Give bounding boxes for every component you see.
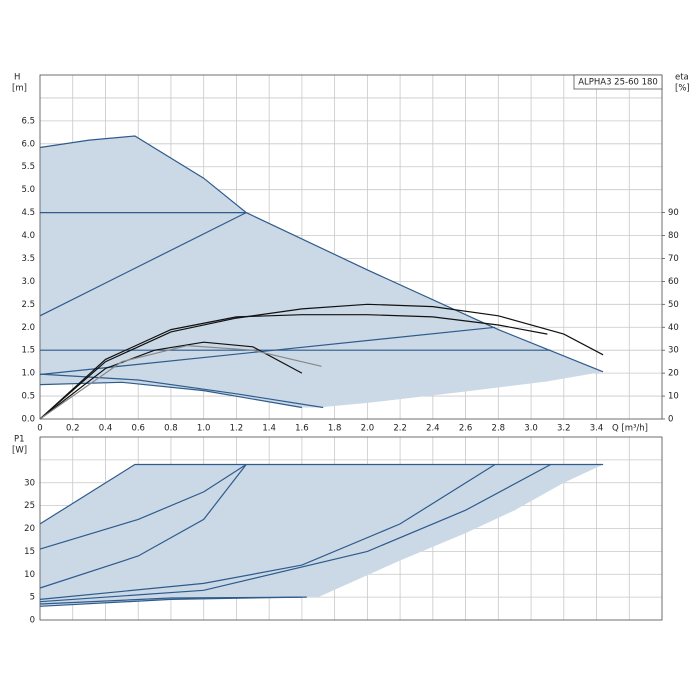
y2-tick-label: 90 <box>668 208 679 218</box>
x-tick-label: 0.4 <box>99 424 113 434</box>
chart-title: ALPHA3 25-60 180 <box>578 78 658 88</box>
y2-tick-label: 70 <box>668 254 679 264</box>
y-tick-label: 5 <box>30 593 35 603</box>
y-tick-label: 5.5 <box>21 162 35 172</box>
curve <box>39 135 604 373</box>
curve <box>39 373 324 409</box>
x-tick-label: 1.2 <box>230 424 244 434</box>
x-tick-label: 0.8 <box>164 424 178 434</box>
x-tick-label: 1.6 <box>295 424 309 434</box>
x-tick-label: 3.4 <box>590 424 604 434</box>
curve <box>39 344 322 420</box>
y-tick-label: 2.0 <box>21 323 35 333</box>
curve <box>39 341 303 420</box>
y-tick-label: 15 <box>24 547 35 557</box>
curve <box>39 463 496 600</box>
x-tick-label: 1.8 <box>328 424 342 434</box>
y-tick-label: 5.0 <box>21 185 35 195</box>
x-tick-label: 2.6 <box>459 424 473 434</box>
x-tick-label: 0.2 <box>66 424 80 434</box>
curve <box>39 326 496 376</box>
area <box>40 464 604 607</box>
y-axis-label: P1 <box>14 435 25 445</box>
x-tick-label: 0 <box>37 424 42 434</box>
y2-tick-label: 0 <box>668 415 673 425</box>
y-tick-label: 6.0 <box>21 139 35 149</box>
y-tick-label: 4.5 <box>21 208 35 218</box>
plot-frame <box>39 436 663 621</box>
y2-tick-label: 50 <box>668 300 679 310</box>
y-tick-label: 3.5 <box>21 254 35 264</box>
area <box>40 136 604 408</box>
y-tick-label: 25 <box>24 501 35 511</box>
x-tick-label: 0.6 <box>131 424 145 434</box>
y-tick-label: 1.0 <box>21 369 35 379</box>
y-tick-label: 3.0 <box>21 277 35 287</box>
y2-tick-label: 30 <box>668 346 679 356</box>
y2-tick-label: 10 <box>668 392 679 402</box>
y2-tick-label: 80 <box>668 231 679 241</box>
x-tick-label: 3.0 <box>524 424 538 434</box>
x-tick-label: 2.2 <box>393 424 407 434</box>
title-box <box>573 74 663 90</box>
y-tick-label: 20 <box>24 524 35 534</box>
x-tick-label: 2.4 <box>426 424 440 434</box>
y2-tick-label: 60 <box>668 277 679 287</box>
y2-tick-label: 20 <box>668 369 679 379</box>
x-tick-label: 3.2 <box>557 424 571 434</box>
y-tick-label: 1.5 <box>21 346 35 356</box>
curve <box>39 596 307 605</box>
y2-axis-unit: [%] <box>675 84 690 94</box>
curve <box>39 463 551 603</box>
y-tick-label: 0.5 <box>21 392 35 402</box>
y2-tick-label: 40 <box>668 323 679 333</box>
curve <box>39 464 247 589</box>
x-tick-label: 1.4 <box>262 424 276 434</box>
curve <box>39 463 247 550</box>
y-tick-label: 30 <box>24 478 35 488</box>
y-axis-label: H <box>14 73 20 83</box>
curve <box>39 212 247 317</box>
curve <box>39 463 604 525</box>
x-tick-label: 2.0 <box>361 424 375 434</box>
curve <box>39 314 548 420</box>
y-axis-unit: [W] <box>12 446 27 456</box>
x-tick-label: 2.8 <box>492 424 506 434</box>
y-tick-label: 6.5 <box>21 116 35 126</box>
x-tick-label: 1.0 <box>197 424 211 434</box>
x-axis-label: Q [m³/h] <box>612 424 648 434</box>
y-tick-label: 2.5 <box>21 300 35 310</box>
y-tick-label: 0.0 <box>21 415 35 425</box>
y-axis-unit: [m] <box>12 84 27 94</box>
y-tick-label: 4.0 <box>21 231 35 241</box>
y-tick-label: 10 <box>24 570 35 580</box>
y-tick-label: 0 <box>30 616 35 626</box>
plot-frame <box>39 74 663 420</box>
y2-axis-label: eta <box>675 73 689 83</box>
curve <box>39 303 604 420</box>
